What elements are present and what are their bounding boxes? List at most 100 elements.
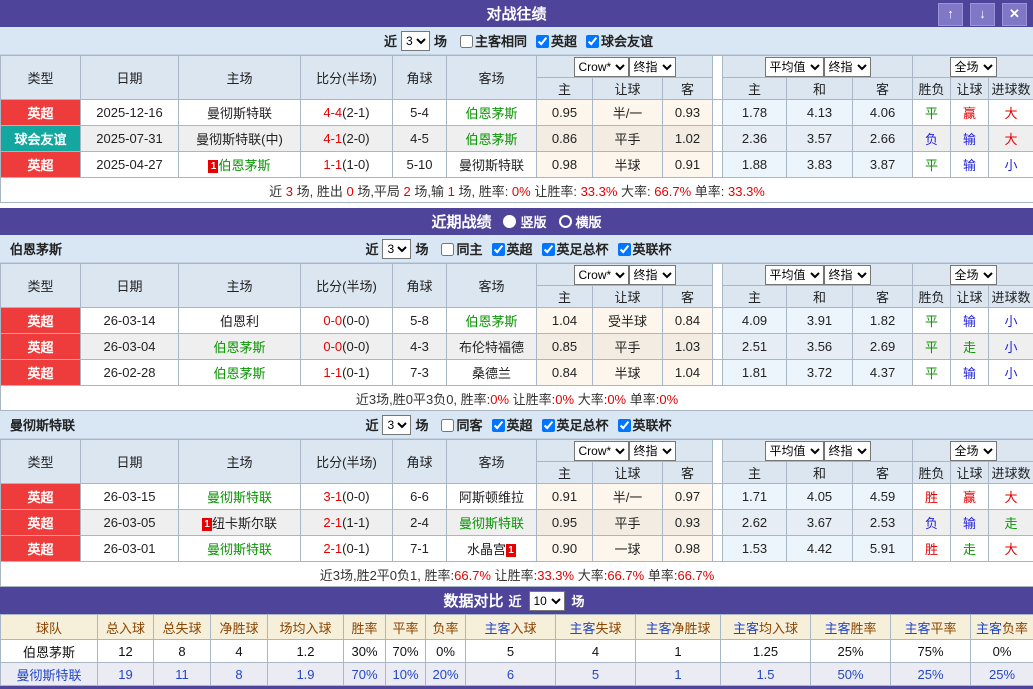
scope-select[interactable]: 全场 [950, 441, 997, 461]
stat-cell: 25% [891, 663, 971, 686]
filter-same-away: 同客 [432, 415, 482, 434]
league-type: 英超 [1, 152, 81, 178]
score-cell: 0-0(0-0) [301, 308, 393, 334]
header-row-1: 类型 日期 主场 比分(半场) 角球 客场 Crow*终指 平均值终指 全场 [1, 56, 1033, 78]
spacer [713, 56, 723, 100]
half-score: (1-1) [342, 515, 369, 530]
same-home-checkbox[interactable] [441, 243, 454, 256]
eflcup-checkbox[interactable] [618, 243, 631, 256]
result-handicap: 输 [951, 126, 989, 152]
match-date: 26-03-15 [81, 484, 179, 510]
col-avg-away: 客 [853, 462, 913, 484]
checkbox-label: 主客相同 [475, 34, 527, 49]
scroll-down-button[interactable]: ↓ [970, 3, 995, 26]
h2h-summary: 近 3 场, 胜出 0 场,平局 2 场,输 1 场, 胜率: 0% 让胜率: … [1, 178, 1033, 203]
odds-stage-select[interactable]: 终指 [629, 57, 676, 77]
scroll-up-button[interactable]: ↑ [938, 3, 963, 26]
away-team-name: 伯恩茅斯 [465, 314, 517, 329]
games-label: 场 [415, 239, 428, 258]
stat-cell: 1 [636, 663, 721, 686]
avg-stage-select[interactable]: 终指 [824, 57, 871, 77]
result-handicap: 输 [951, 152, 989, 178]
friendly-checkbox[interactable] [586, 35, 599, 48]
stat-cell: 1.25 [721, 640, 811, 663]
odds-stage-select[interactable]: 终指 [629, 441, 676, 461]
match-date: 2025-07-31 [81, 126, 179, 152]
filter-epl: 英超 [527, 31, 577, 50]
odds-stage-select[interactable]: 终指 [629, 265, 676, 285]
filter-facup: 英足总杯 [533, 415, 609, 434]
epl-checkbox[interactable] [492, 419, 505, 432]
crow-handicap: 半/一 [593, 100, 663, 126]
vertical-layout-radio[interactable] [503, 215, 516, 228]
avg-away-odds: 4.06 [853, 100, 913, 126]
stat-cell: 70% [344, 663, 386, 686]
teamB-summary: 近3场,胜2平0负1, 胜率:66.7% 让胜率:33.3% 大率:66.7% … [1, 562, 1033, 587]
stat-cell: 4 [556, 640, 636, 663]
avg-select[interactable]: 平均值 [765, 441, 824, 461]
recent-title: 近期战绩 [431, 211, 491, 232]
stat-cell: 25% [811, 640, 891, 663]
score-cell: 3-1(0-0) [301, 484, 393, 510]
header-row-1: 类型 日期 主场 比分(半场) 角球 客场 Crow*终指 平均值终指 全场 [1, 440, 1033, 462]
away-team-name: 布伦特福德 [459, 340, 524, 355]
match-row: 英超 26-03-04 伯恩茅斯 0-0(0-0) 4-3 布伦特福德 0.85… [1, 334, 1033, 360]
stat-cell: 5 [466, 640, 556, 663]
crow-away-odds: 0.98 [663, 536, 713, 562]
epl-checkbox[interactable] [492, 243, 505, 256]
bookmaker-select[interactable]: Crow* [574, 441, 629, 461]
col-crow-home: 主 [537, 78, 593, 100]
result-wdl: 平 [913, 308, 951, 334]
facup-checkbox[interactable] [542, 419, 555, 432]
col-team: 球队 [1, 615, 98, 640]
bookmaker-select[interactable]: Crow* [574, 265, 629, 285]
result-handicap: 输 [951, 510, 989, 536]
close-button[interactable]: ✕ [1002, 3, 1027, 26]
teamA-rounds-select[interactable]: 3 [382, 239, 411, 259]
teamB-rounds-select[interactable]: 3 [382, 415, 411, 435]
col-hva-win-rate: 主客胜率 [811, 615, 891, 640]
facup-checkbox[interactable] [542, 243, 555, 256]
eflcup-checkbox[interactable] [618, 419, 631, 432]
half-score: (2-1) [342, 105, 369, 120]
col-handicap-result: 让球 [951, 462, 989, 484]
col-goals-result: 进球数 [989, 286, 1033, 308]
col-loss-rate: 负率 [426, 615, 466, 640]
filter-facup: 英足总杯 [533, 239, 609, 258]
avg-away-odds: 5.91 [853, 536, 913, 562]
league-type: 英超 [1, 536, 81, 562]
corner-cell: 5-8 [393, 308, 447, 334]
home-team: 曼彻斯特联 [179, 484, 301, 510]
horizontal-layout-radio[interactable] [559, 215, 572, 228]
scope-select[interactable]: 全场 [950, 265, 997, 285]
epl-checkbox[interactable] [536, 35, 549, 48]
same-away-checkbox[interactable] [441, 419, 454, 432]
avg-stage-select[interactable]: 终指 [824, 441, 871, 461]
corner-cell: 5-10 [393, 152, 447, 178]
avg-header: 平均值终指 [723, 56, 913, 78]
avg-stage-select[interactable]: 终指 [824, 265, 871, 285]
avg-draw-odds: 3.67 [787, 510, 853, 536]
result-goals: 大 [989, 100, 1033, 126]
h2h-rounds-select[interactable]: 3 [401, 31, 430, 51]
crow-away-odds: 0.93 [663, 510, 713, 536]
avg-draw-odds: 3.57 [787, 126, 853, 152]
scope-select[interactable]: 全场 [950, 57, 997, 77]
crow-home-odds: 0.85 [537, 334, 593, 360]
crow-home-odds: 0.95 [537, 100, 593, 126]
avg-select[interactable]: 平均值 [765, 57, 824, 77]
avg-select[interactable]: 平均值 [765, 265, 824, 285]
away-team-name: 水晶宫 [467, 542, 506, 557]
games-label: 场 [434, 31, 447, 50]
filter-friendly: 球会友谊 [577, 31, 653, 50]
result-handicap: 走 [951, 536, 989, 562]
result-wdl: 平 [913, 100, 951, 126]
corner-cell: 5-4 [393, 100, 447, 126]
compare-rounds-select[interactable]: 10 [529, 591, 565, 611]
avg-draw-odds: 4.05 [787, 484, 853, 510]
bookmaker-select[interactable]: Crow* [574, 57, 629, 77]
same-venue-checkbox[interactable] [460, 35, 473, 48]
stat-cell: 0% [426, 640, 466, 663]
result-goals: 小 [989, 152, 1033, 178]
